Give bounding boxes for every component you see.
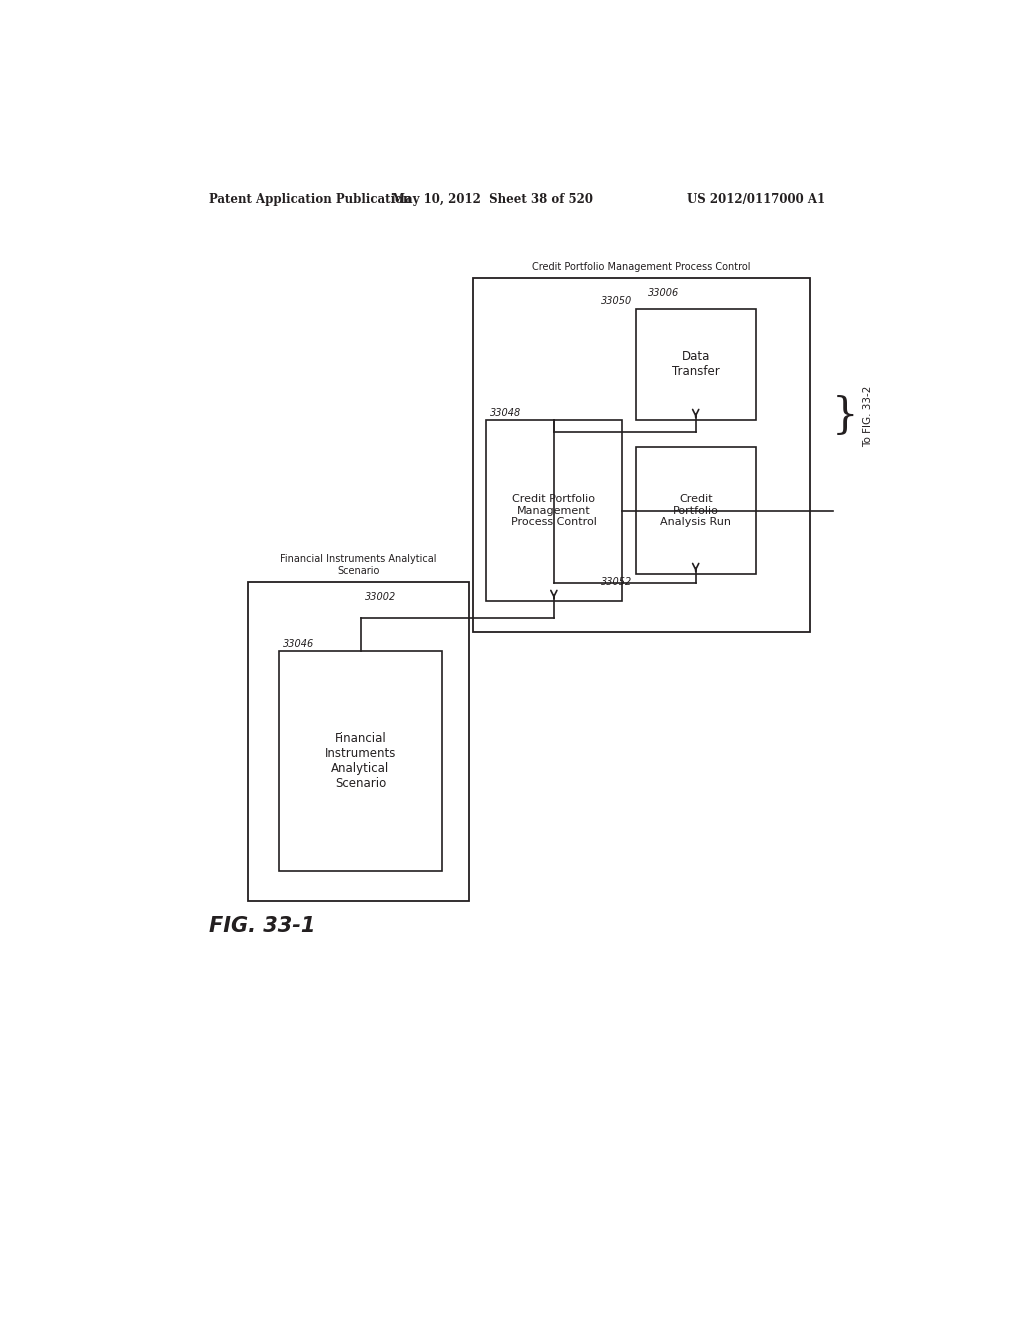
Text: Credit Portfolio Management Process Control: Credit Portfolio Management Process Cont… <box>532 261 751 272</box>
Text: Credit
Portfolio
Analysis Run: Credit Portfolio Analysis Run <box>660 494 731 527</box>
Text: }: } <box>831 396 858 437</box>
Text: 33002: 33002 <box>365 591 396 602</box>
Text: 33052: 33052 <box>600 577 632 586</box>
Text: 33050: 33050 <box>600 296 632 306</box>
Text: May 10, 2012  Sheet 38 of 520: May 10, 2012 Sheet 38 of 520 <box>392 193 593 206</box>
Text: To FIG. 33-2: To FIG. 33-2 <box>863 385 873 447</box>
Bar <box>636 309 756 420</box>
Text: Credit Portfolio
Management
Process Control: Credit Portfolio Management Process Cont… <box>511 494 597 527</box>
Bar <box>280 651 442 871</box>
Text: 33046: 33046 <box>283 639 314 649</box>
Bar <box>248 582 469 902</box>
Bar <box>473 277 810 632</box>
Text: 33048: 33048 <box>489 408 521 418</box>
Text: Patent Application Publication: Patent Application Publication <box>209 193 412 206</box>
Text: Financial Instruments Analytical
Scenario: Financial Instruments Analytical Scenari… <box>281 554 437 576</box>
Text: FIG. 33-1: FIG. 33-1 <box>209 916 315 936</box>
Text: US 2012/0117000 A1: US 2012/0117000 A1 <box>687 193 825 206</box>
Text: Financial
Instruments
Analytical
Scenario: Financial Instruments Analytical Scenari… <box>325 731 396 789</box>
Bar <box>636 447 756 574</box>
Bar <box>486 420 622 601</box>
Text: Data
Transfer: Data Transfer <box>672 350 720 379</box>
Text: 33006: 33006 <box>647 288 679 298</box>
